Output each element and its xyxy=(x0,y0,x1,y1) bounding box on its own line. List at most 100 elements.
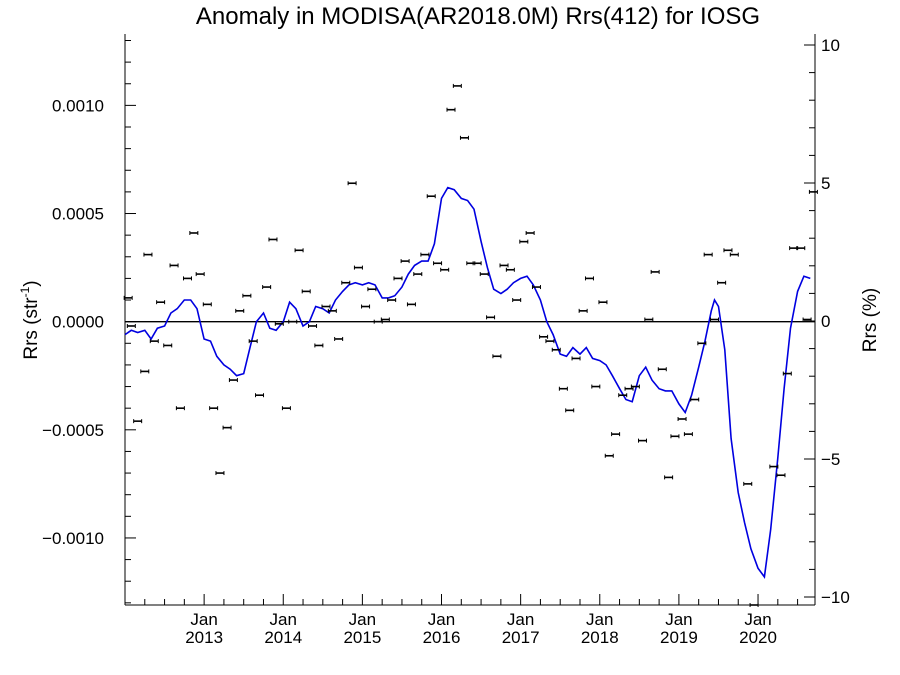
anomaly-point xyxy=(169,263,179,268)
anomaly-point xyxy=(288,319,298,324)
left-tick-label: −0.0005 xyxy=(42,421,104,440)
anomaly-point xyxy=(690,397,700,402)
anomaly-point xyxy=(611,432,621,437)
anomaly-point xyxy=(433,261,443,266)
x-tick-year-label: 2017 xyxy=(502,628,540,647)
anomaly-point xyxy=(202,302,212,307)
x-axis-ticks: Jan2013Jan2014Jan2015Jan2016Jan2017Jan20… xyxy=(185,594,777,647)
anomaly-point xyxy=(703,252,713,257)
chart-title: Anomaly in MODISA(AR2018.0M) Rrs(412) fo… xyxy=(196,3,760,30)
anomaly-point xyxy=(539,334,549,339)
anomaly-point xyxy=(808,189,818,194)
anomaly-point xyxy=(571,356,581,361)
anomaly-point xyxy=(796,246,806,251)
x-tick-year-label: 2016 xyxy=(423,628,461,647)
anomaly-point xyxy=(446,107,456,112)
left-tick-label: 0.0010 xyxy=(52,96,104,115)
anomaly-point xyxy=(677,416,687,421)
anomaly-point xyxy=(479,272,489,277)
anomaly-point xyxy=(505,267,515,272)
anomaly-point xyxy=(341,280,351,285)
right-tick-label: −10 xyxy=(821,588,850,607)
anomaly-point xyxy=(776,473,786,478)
anomaly-point xyxy=(143,252,153,257)
left-tick-label: 0.0005 xyxy=(52,205,104,224)
anomaly-point xyxy=(664,475,674,480)
x-tick-month-label: Jan xyxy=(270,610,297,629)
anomaly-point xyxy=(149,339,159,344)
anomaly-point xyxy=(644,317,654,322)
anomaly-point xyxy=(420,252,430,257)
x-tick-month-label: Jan xyxy=(665,610,692,629)
anomaly-point xyxy=(486,315,496,320)
plot-frame xyxy=(124,34,816,606)
x-tick-year-label: 2020 xyxy=(739,628,777,647)
anomaly-point xyxy=(242,293,252,298)
anomaly-point xyxy=(301,289,311,294)
anomaly-point xyxy=(717,280,727,285)
anomaly-point xyxy=(156,300,166,305)
anomaly-point xyxy=(387,298,397,303)
anomaly-point xyxy=(373,319,383,324)
anomaly-point xyxy=(638,438,647,443)
anomaly-point xyxy=(551,347,561,352)
x-tick-month-label: Jan xyxy=(586,610,613,629)
anomaly-point xyxy=(255,393,265,398)
x-tick-month-label: Jan xyxy=(428,610,455,629)
anomaly-point xyxy=(558,386,568,391)
anomaly-point xyxy=(525,230,535,235)
anomaly-point xyxy=(670,434,680,439)
anomaly-point xyxy=(512,298,522,303)
anomaly-point xyxy=(440,267,450,272)
x-tick-month-label: Jan xyxy=(349,610,376,629)
anomaly-point xyxy=(189,230,199,235)
anomaly-point xyxy=(749,603,759,607)
anomaly-point xyxy=(126,323,136,328)
anomaly-point xyxy=(743,481,753,486)
x-tick-month-label: Jan xyxy=(507,610,534,629)
anomaly-point xyxy=(228,378,238,383)
x-tick-year-label: 2013 xyxy=(185,628,223,647)
left-axis-label-main: Rrs (str xyxy=(21,297,42,360)
anomaly-point xyxy=(195,272,205,277)
anomaly-point xyxy=(215,471,225,476)
anomaly-point xyxy=(133,419,143,424)
anomaly-point xyxy=(262,285,272,290)
anomaly-point xyxy=(578,308,588,313)
left-axis-label: Rrs (str-1) xyxy=(18,280,42,359)
anomaly-point xyxy=(308,323,318,328)
anomaly-point xyxy=(380,317,390,322)
anomaly-point xyxy=(519,239,529,244)
anomaly-point xyxy=(294,248,304,253)
anomaly-point xyxy=(209,406,219,411)
minor-ticks xyxy=(125,39,815,605)
right-tick-label: 10 xyxy=(821,36,840,55)
anomaly-point xyxy=(630,384,640,389)
anomaly-point xyxy=(584,276,594,281)
right-axis-ticks: 10 5 0 −5 −10 xyxy=(804,36,850,607)
x-tick-year-label: 2018 xyxy=(581,628,619,647)
anomaly-point xyxy=(452,83,462,88)
anomaly-point xyxy=(650,269,660,274)
x-tick-year-label: 2019 xyxy=(660,628,698,647)
x-tick-month-label: Jan xyxy=(190,610,217,629)
right-axis-label: Rrs (%) xyxy=(860,288,881,352)
anomaly-point xyxy=(683,432,693,437)
anomaly-point xyxy=(472,261,482,266)
anomaly-point xyxy=(723,248,733,253)
anomaly-point xyxy=(123,295,133,300)
left-axis-label-close: ) xyxy=(21,280,42,286)
anomaly-point xyxy=(598,300,608,305)
anomaly-point xyxy=(499,263,509,268)
anomaly-point xyxy=(426,194,436,199)
left-axis-ticks: 0.0010 0.0005 0.0000 −0.0005 −0.0010 xyxy=(42,96,136,548)
anomaly-point xyxy=(268,237,278,242)
anomaly-point xyxy=(248,339,258,344)
anomaly-point xyxy=(565,408,575,413)
anomaly-point xyxy=(604,453,614,458)
left-tick-label: 0.0000 xyxy=(52,313,104,332)
anomaly-point xyxy=(393,276,403,281)
x-tick-month-label: Jan xyxy=(744,610,771,629)
x-tick-year-label: 2014 xyxy=(264,628,302,647)
